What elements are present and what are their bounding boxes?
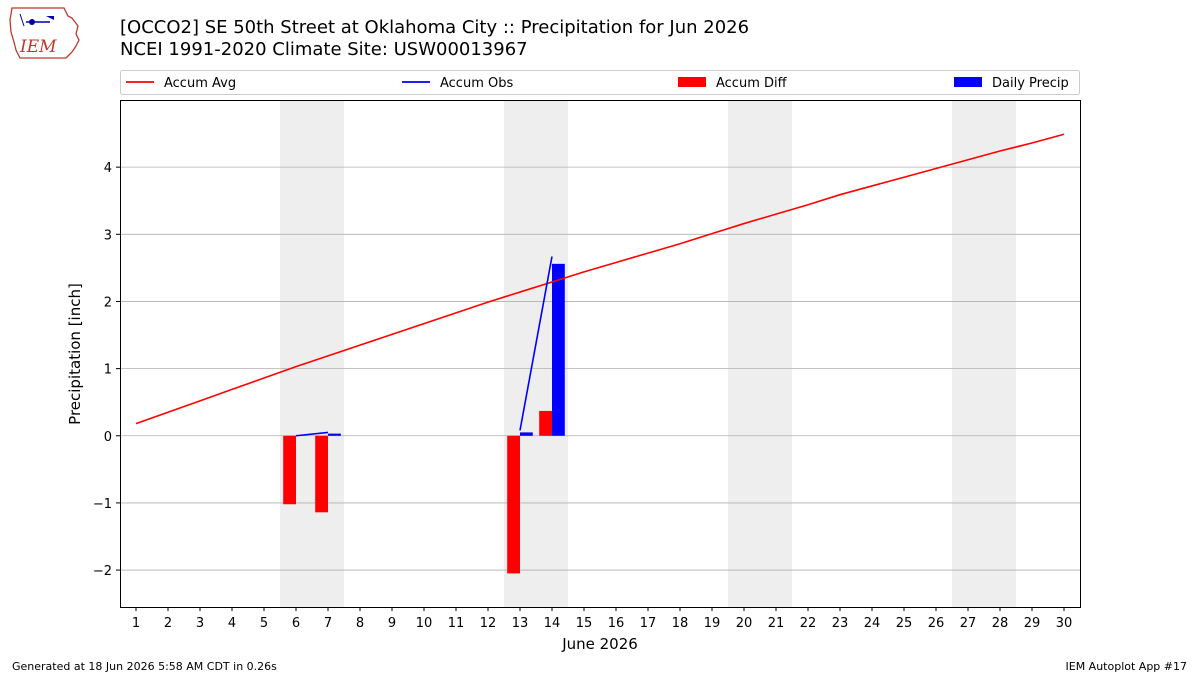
legend-label: Daily Precip — [992, 76, 1069, 91]
y-tick-label: −1 — [93, 497, 112, 512]
x-tick-label: 25 — [896, 616, 913, 631]
x-tick-label: 12 — [480, 616, 497, 631]
x-tick-label: 17 — [640, 616, 657, 631]
y-axis-label: Precipitation [inch] — [66, 283, 84, 425]
accum-diff-bar — [507, 435, 520, 574]
x-tick-label: 9 — [388, 616, 396, 631]
weekend-band — [952, 100, 1016, 607]
accum-diff-bar — [539, 410, 552, 436]
y-tick-label: 1 — [104, 363, 112, 378]
x-tick-label: 21 — [768, 616, 785, 631]
app-label: IEM Autoplot App #17 — [1065, 660, 1188, 673]
legend-label: Accum Avg — [164, 76, 236, 91]
x-tick-label: 11 — [448, 616, 465, 631]
x-tick-label: 27 — [960, 616, 977, 631]
legend-swatch — [678, 77, 706, 87]
accum-obs-line — [295, 431, 329, 437]
x-tick-label: 8 — [356, 616, 364, 631]
bars — [283, 263, 565, 574]
daily-precip-bar — [552, 263, 565, 436]
x-tick-label: 20 — [736, 616, 753, 631]
logo-text: IEM — [19, 37, 57, 57]
x-tick-label: 16 — [608, 616, 625, 631]
legend-label: Accum Obs — [440, 76, 513, 91]
legend: Accum Avg Accum Obs Accum Diff Daily Precip — [120, 70, 1080, 95]
x-tick-label: 5 — [260, 616, 268, 631]
weekend-band — [728, 100, 792, 607]
x-tick-label: 30 — [1056, 616, 1073, 631]
chart-title: [OCCO2] SE 50th Street at Oklahoma City … — [120, 17, 750, 38]
x-axis-label: June 2026 — [561, 635, 638, 653]
x-tick-label: 3 — [196, 616, 204, 631]
x-tick-label: 18 — [672, 616, 689, 631]
x-tick-label: 29 — [1024, 616, 1041, 631]
accum-obs-line — [519, 256, 553, 431]
x-tick-label: 14 — [544, 616, 561, 631]
x-tick-label: 7 — [324, 616, 332, 631]
plot-frame — [120, 100, 1081, 608]
y-tick-label: −2 — [93, 564, 112, 579]
x-tick-label: 15 — [576, 616, 593, 631]
x-tick-label: 24 — [864, 616, 881, 631]
y-tick-label: 2 — [104, 295, 112, 310]
x-tick-label: 19 — [704, 616, 721, 631]
x-tick-label: 26 — [928, 616, 945, 631]
grid-lines — [120, 166, 1080, 571]
y-tick-label: 4 — [104, 161, 112, 176]
generated-timestamp: Generated at 18 Jun 2026 5:58 AM CDT in … — [12, 660, 277, 673]
legend-label: Accum Diff — [716, 76, 788, 91]
iem-logo: IEM — [9, 7, 80, 59]
accum-diff-bar — [315, 435, 328, 513]
x-tick-label: 1 — [132, 616, 140, 631]
x-tick-label: 28 — [992, 616, 1009, 631]
x-tick-label: 2 — [164, 616, 172, 631]
accum-avg-line — [135, 133, 1065, 425]
y-tick-label: 0 — [104, 430, 112, 445]
x-tick-label: 13 — [512, 616, 529, 631]
chart-subtitle: NCEI 1991-2020 Climate Site: USW00013967 — [120, 39, 528, 60]
x-tick-label: 4 — [228, 616, 236, 631]
legend-swatch — [954, 77, 982, 87]
x-tick-label: 23 — [832, 616, 849, 631]
accum-diff-bar — [283, 435, 296, 505]
y-tick-label: 3 — [104, 228, 112, 243]
x-tick-label: 10 — [416, 616, 433, 631]
x-tick-label: 6 — [292, 616, 300, 631]
lines — [135, 133, 1065, 437]
daily-precip-bar — [520, 432, 533, 436]
x-tick-label: 22 — [800, 616, 817, 631]
legend-box — [120, 70, 1080, 95]
